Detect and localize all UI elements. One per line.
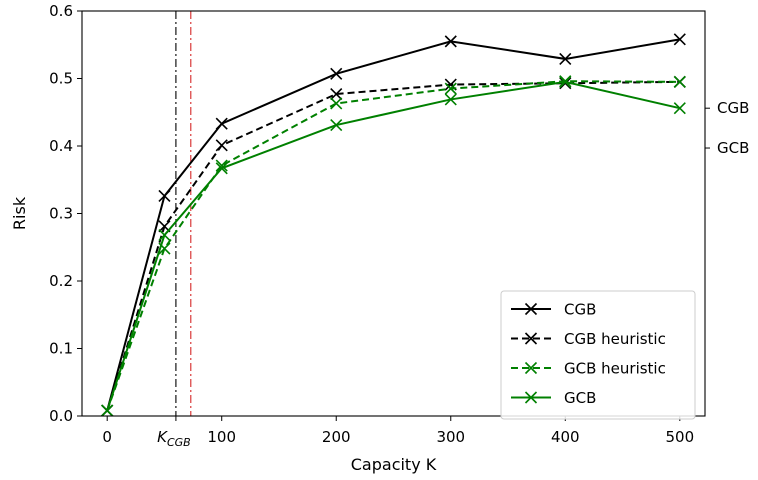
legend-entry: CGB	[511, 301, 596, 319]
series-cgb	[101, 33, 686, 416]
data-point-marker	[330, 67, 343, 80]
y-tick-label: 0.3	[49, 205, 73, 223]
data-point-marker	[330, 97, 343, 110]
y-tick-label: 0.0	[49, 407, 73, 425]
legend-label: GCB	[564, 389, 596, 407]
data-point-marker	[444, 93, 457, 106]
series-gcb	[101, 75, 686, 416]
right-tick-label: CGB	[717, 99, 749, 117]
y-axis-ticks: 0.0 0.1 0.2 0.3 0.4 0.5 0.6	[49, 2, 82, 425]
x-axis-ticks: 0 100 200 300 400 500 KCGB	[102, 416, 694, 449]
legend-marker	[524, 332, 538, 345]
data-point-marker	[215, 162, 228, 175]
data-point-marker	[673, 75, 686, 88]
legend-marker	[524, 391, 538, 404]
legend-entry: GCB heuristic	[511, 360, 666, 378]
y-tick-label: 0.2	[49, 272, 73, 290]
legend-label: CGB heuristic	[564, 330, 666, 348]
data-point-marker	[215, 159, 228, 172]
x-tick-label: 0	[102, 428, 112, 446]
x-tick-label: 200	[322, 428, 351, 446]
data-point-marker	[673, 33, 686, 46]
data-point-marker	[559, 75, 572, 88]
x-tick-label-kcgb: KCGB	[157, 428, 191, 449]
data-point-marker	[330, 87, 343, 101]
series-layer	[101, 33, 686, 416]
y-tick-label: 0.5	[49, 70, 73, 88]
x-tick-label: 500	[665, 428, 694, 446]
data-point-marker	[444, 82, 457, 95]
y-tick-label: 0.4	[49, 137, 73, 155]
right-tick-label: GCB	[717, 139, 749, 157]
legend-marker	[524, 361, 538, 375]
x-tick-label: 300	[436, 428, 465, 446]
data-point-marker	[158, 189, 171, 203]
data-point-marker	[101, 404, 114, 416]
y-axis-label: Risk	[10, 196, 29, 230]
x-axis-label: Capacity K	[351, 455, 437, 474]
data-point-marker	[215, 139, 228, 152]
right-axis-labels: CGB GCB	[705, 99, 749, 157]
data-point-marker	[330, 119, 343, 132]
data-point-marker	[673, 102, 686, 115]
data-point-marker	[559, 77, 572, 90]
legend-label: CGB	[564, 301, 596, 319]
data-point-marker	[559, 52, 572, 65]
legend: CGB CGB heuristic GCB heuristic GCB	[500, 290, 696, 420]
x-tick-label: 400	[551, 428, 580, 446]
data-point-marker	[215, 117, 228, 130]
legend-label: GCB heuristic	[564, 360, 666, 378]
legend-entry: GCB	[511, 389, 596, 407]
data-point-marker	[444, 35, 457, 48]
legend-entry: CGB heuristic	[511, 330, 666, 348]
data-point-marker	[158, 229, 171, 242]
y-tick-label: 0.1	[49, 340, 73, 358]
y-tick-label: 0.6	[49, 2, 73, 20]
legend-box	[500, 290, 696, 420]
legend-marker	[524, 302, 538, 316]
x-tick-label: 100	[207, 428, 236, 446]
vertical-reference-lines	[175, 11, 192, 416]
